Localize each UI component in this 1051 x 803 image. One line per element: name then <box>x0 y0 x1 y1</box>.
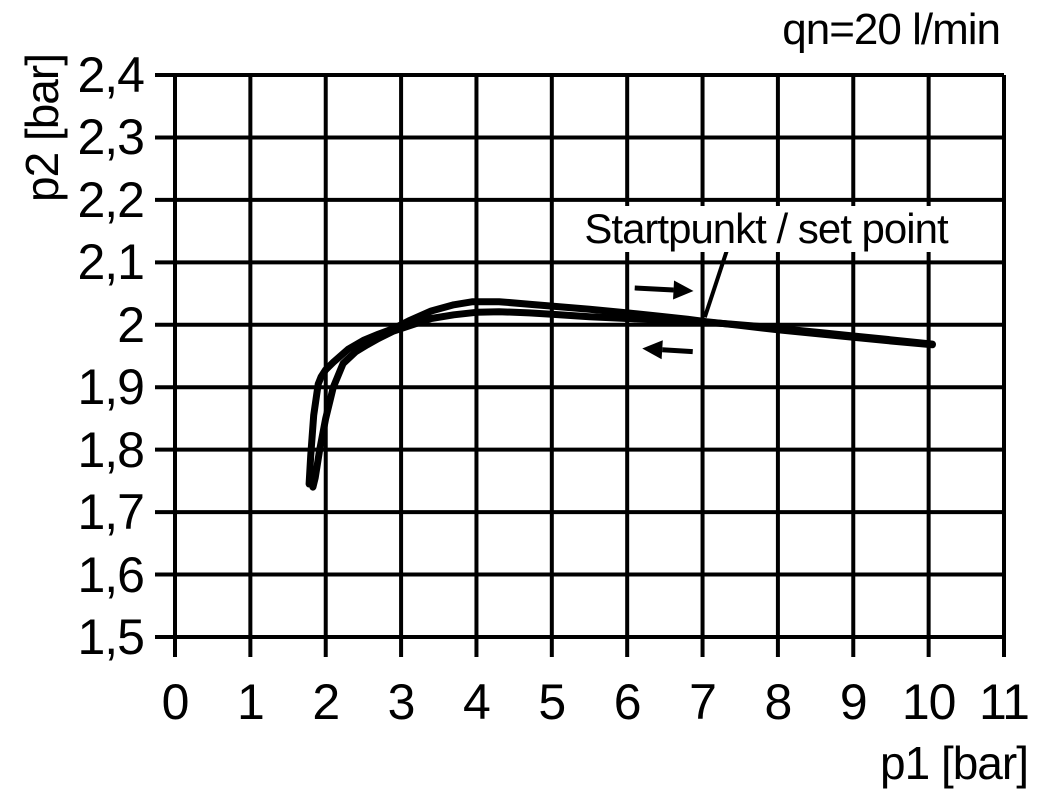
x-tick-label-5: 5 <box>538 674 566 730</box>
x-tick-label-3: 3 <box>387 674 416 730</box>
y-tick-label-2-4: 2,4 <box>77 47 145 103</box>
y-tick-label-2-1: 2,1 <box>77 234 145 291</box>
y-tick-label-2-3: 2,3 <box>77 109 145 166</box>
y-tick-label-1-8: 1,8 <box>77 421 145 478</box>
flow-rate-annotation: qn=20 l/min <box>782 5 1001 54</box>
direction-arrow-head-right <box>673 280 694 300</box>
x-tick-label-6: 6 <box>613 674 642 730</box>
set-point-leader-line <box>702 250 729 318</box>
x-tick-label-8: 8 <box>764 674 793 730</box>
direction-arrow-shaft-right <box>634 285 674 293</box>
x-tick-label-7: 7 <box>689 674 717 730</box>
x-tick-label-4: 4 <box>463 674 491 730</box>
y-tick-label-1-5: 1,5 <box>77 609 145 665</box>
curve-return <box>309 308 936 491</box>
y-tick-label-2: 2 <box>117 296 145 353</box>
x-axis-title: p1 [bar] <box>880 737 1029 789</box>
x-tick-label-0: 0 <box>161 674 190 730</box>
set-point-label: Startpunkt / set point <box>574 206 958 252</box>
x-tick-label-2: 2 <box>312 674 340 730</box>
x-tick-label-1: 1 <box>236 674 265 730</box>
y-tick-label-1-9: 1,9 <box>77 359 145 416</box>
y-tick-label-1-7: 1,7 <box>77 484 145 541</box>
direction-arrow-head-left <box>642 340 663 360</box>
direction-arrow-shaft-left <box>662 347 693 355</box>
y-tick-label-1-6: 1,6 <box>77 546 145 603</box>
x-tick-label-11: 11 <box>979 674 1030 730</box>
y-tick-label-2-2: 2,2 <box>77 171 145 228</box>
x-tick-label-10: 10 <box>901 674 957 730</box>
x-tick-label-9: 9 <box>839 674 868 730</box>
